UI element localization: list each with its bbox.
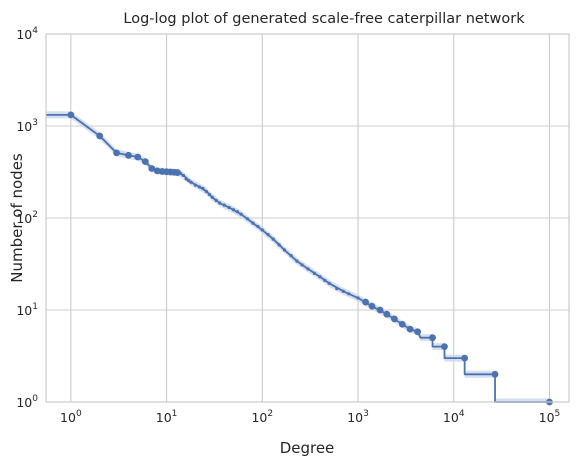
data-point (260, 228, 264, 232)
data-point (141, 158, 149, 166)
x-tick-label: 105 (539, 409, 561, 425)
data-point (327, 281, 331, 285)
data-point (204, 189, 208, 193)
data-point (306, 267, 310, 271)
data-point (376, 306, 384, 314)
data-point (214, 198, 218, 203)
data-point (231, 208, 236, 212)
data-point (341, 289, 345, 293)
data-point (210, 195, 214, 199)
x-tick-label: 104 (443, 409, 465, 425)
data-point (67, 111, 75, 119)
data-point (251, 221, 255, 225)
grid (46, 33, 569, 403)
data-point (181, 173, 186, 178)
y-tick-label: 102 (16, 210, 38, 226)
data-point (222, 203, 226, 207)
data-point (96, 132, 104, 140)
data-point (300, 263, 304, 267)
data-point (178, 171, 183, 176)
data-point (414, 328, 422, 336)
data-point (362, 298, 369, 306)
data-point (227, 205, 231, 210)
data-point (134, 153, 142, 161)
data-point (398, 320, 406, 328)
chart-title: Log-log plot of generated scale-free cat… (123, 11, 525, 27)
data-point (184, 177, 188, 181)
x-axis-label: Degree (280, 439, 335, 457)
band-area (46, 111, 550, 402)
data-point (235, 210, 240, 214)
data-point (189, 180, 193, 184)
data-point (187, 178, 191, 183)
data-point (271, 237, 275, 241)
data-point (148, 165, 156, 172)
data-point (441, 343, 448, 351)
data-point (312, 271, 316, 275)
data-point (266, 233, 270, 237)
data-point (491, 370, 499, 378)
data-point (461, 354, 469, 362)
y-axis-label: Number of nodes (8, 153, 26, 283)
data-point (282, 248, 286, 252)
x-tick-label: 103 (347, 409, 369, 425)
plot-frame (45, 33, 570, 403)
data-point (256, 224, 260, 229)
data-point (125, 151, 132, 159)
x-tick-labels: 100 101 102 103 104 105 (60, 409, 560, 425)
data-point (406, 325, 414, 333)
data-point (197, 185, 201, 189)
data-point (239, 212, 243, 216)
y-tick-label: 100 (16, 394, 38, 410)
data-point (318, 275, 322, 279)
data-point (218, 201, 222, 205)
data-point (347, 292, 351, 296)
data-point (113, 149, 120, 157)
data-point (245, 217, 250, 221)
data-point (323, 278, 327, 282)
y-tick-label: 103 (16, 118, 38, 134)
x-tick-label: 100 (60, 409, 82, 425)
x-tick-label: 102 (251, 409, 273, 425)
data-point (289, 254, 293, 258)
data-point (193, 183, 197, 187)
data-point (295, 259, 299, 263)
data-point (429, 334, 436, 342)
data-point (391, 315, 398, 323)
x-tick-label: 101 (156, 409, 178, 425)
y-tick-labels: 100 101 102 103 104 (16, 26, 38, 410)
data-point (201, 186, 205, 190)
y-tick-label: 104 (16, 26, 38, 42)
confidence-band (46, 111, 550, 402)
data-point (368, 302, 376, 310)
data-point (335, 287, 339, 291)
data-point (356, 296, 360, 300)
data-point (207, 192, 211, 197)
data-point (383, 310, 391, 318)
y-tick-label: 101 (16, 302, 38, 318)
data-point (277, 243, 281, 247)
series-points (67, 111, 553, 406)
